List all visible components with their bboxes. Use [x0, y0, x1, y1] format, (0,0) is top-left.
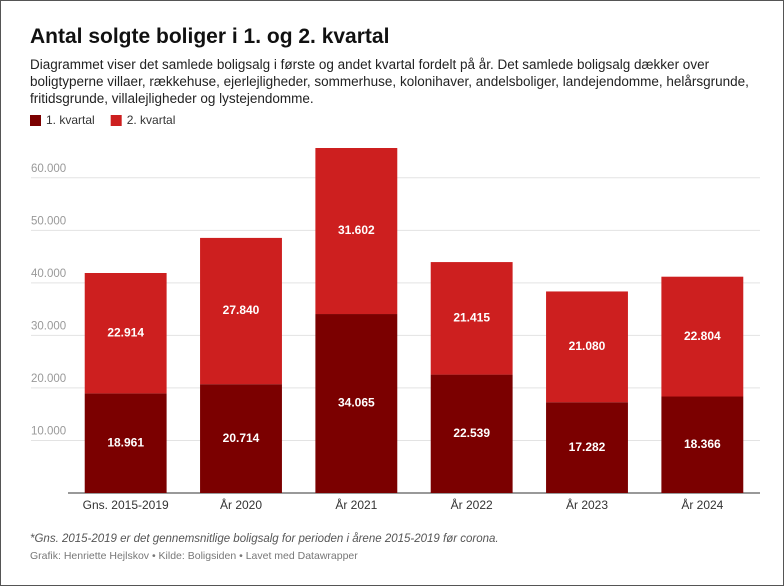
value-label: 31.602: [338, 223, 375, 237]
bar-segment: [200, 237, 282, 385]
y-tick-label: 10.000: [31, 425, 66, 437]
chart-title: Antal solgte boliger i 1. og 2. kvartal: [30, 25, 390, 48]
bar-segment: [546, 402, 628, 493]
legend-label: 2. kvartal: [127, 113, 176, 127]
y-tick-label: 60.000: [31, 163, 66, 175]
y-tick-label: 30.000: [31, 320, 66, 332]
chart-subtitle: Diagrammet viser det samlede boligsalg i…: [30, 57, 749, 106]
bar-segment: [200, 384, 282, 493]
value-label: 17.282: [569, 440, 606, 454]
footnote: *Gns. 2015-2019 er det gennemsnitlige bo…: [30, 533, 499, 545]
bar-segment: [84, 393, 167, 493]
value-label: 22.914: [107, 325, 144, 339]
x-tick-label: År 2023: [566, 497, 608, 512]
bar-segment: [84, 273, 167, 394]
x-tick-label: År 2022: [451, 497, 493, 512]
bar-segment: [430, 374, 513, 493]
value-label: 22.539: [453, 426, 490, 440]
x-tick-label: År 2024: [681, 497, 723, 512]
value-label: 18.366: [684, 437, 721, 451]
bar-segment: [661, 396, 744, 493]
bar-segment: [430, 262, 513, 375]
x-tick-label: År 2020: [220, 497, 262, 512]
bar-segment: [661, 276, 744, 397]
source: Grafik: Henriette Hejlskov • Kilde: Boli…: [30, 550, 358, 562]
value-label: 34.065: [338, 396, 375, 410]
legend-swatch: [30, 115, 41, 126]
y-tick-label: 20.000: [31, 373, 66, 385]
y-tick-label: 40.000: [31, 268, 66, 280]
y-tick-label: 50.000: [31, 215, 66, 227]
bar-segment: [315, 148, 398, 315]
x-tick-label: Gns. 2015-2019: [83, 498, 169, 512]
bar-segment: [546, 291, 628, 403]
value-label: 21.415: [453, 311, 490, 325]
legend-swatch: [110, 115, 122, 126]
bar-segment: [315, 314, 398, 493]
value-label: 22.804: [684, 329, 721, 343]
value-label: 18.961: [107, 435, 144, 449]
value-label: 21.080: [569, 339, 606, 353]
value-label: 20.714: [223, 431, 260, 445]
x-tick-label: År 2021: [335, 497, 377, 512]
legend-label: 1. kvartal: [46, 113, 95, 127]
value-label: 27.840: [223, 303, 260, 317]
